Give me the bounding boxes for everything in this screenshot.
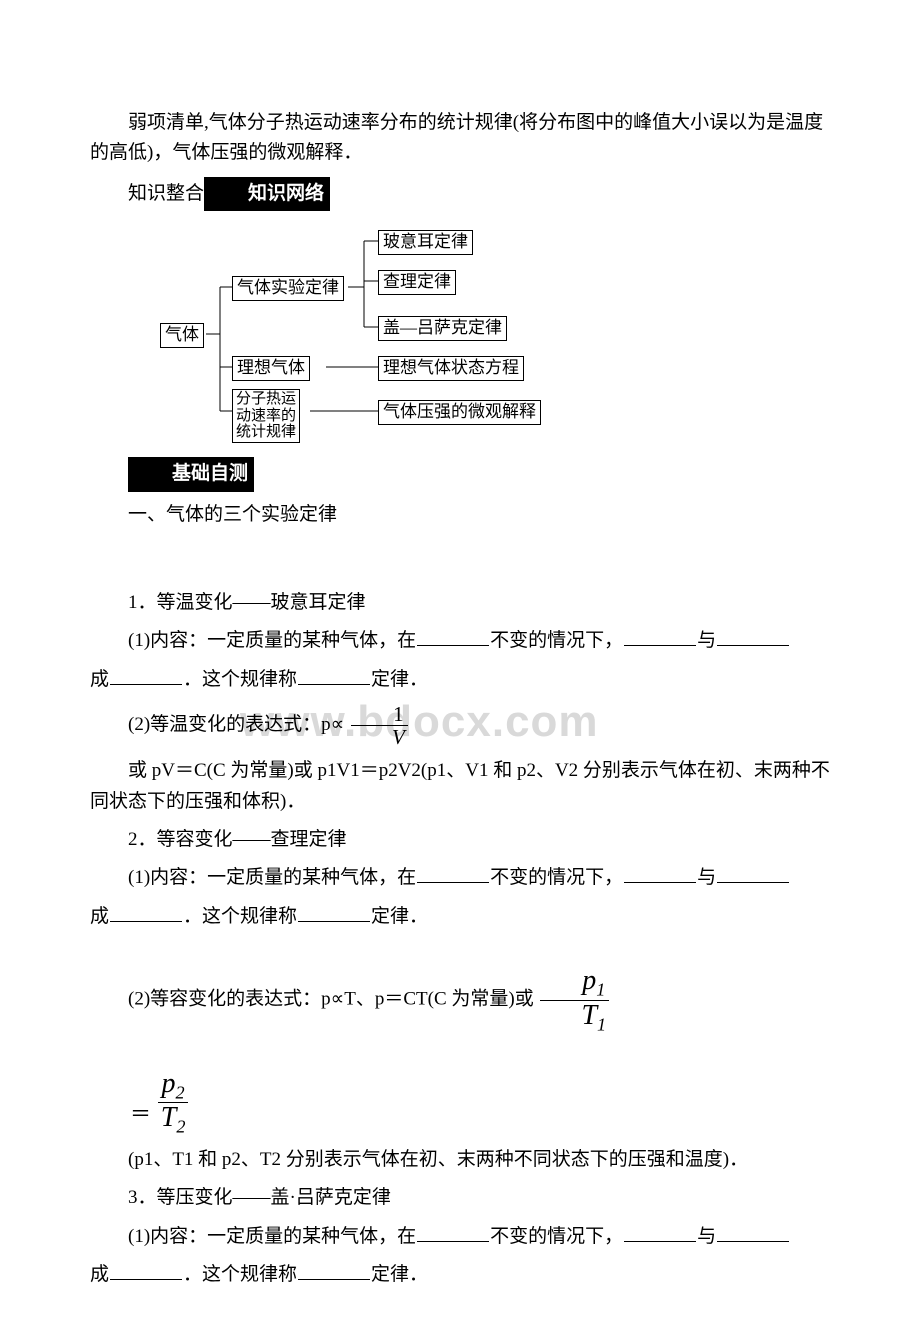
blank-field[interactable] bbox=[417, 863, 489, 883]
q3-line1: (1)内容：一定质量的某种气体，在不变的情况下，与 bbox=[90, 1222, 830, 1252]
blank-field[interactable] bbox=[110, 902, 182, 922]
q2-title: 2．等容变化——查理定律 bbox=[90, 825, 830, 855]
q3-title: 3．等压变化——盖·吕萨克定律 bbox=[90, 1183, 830, 1213]
blank-field[interactable] bbox=[717, 863, 789, 883]
knowledge-network-badge: 知识网络 bbox=[204, 177, 330, 211]
fraction-p2-over-T2: p2 T2 bbox=[158, 1069, 189, 1137]
intro-text: 弱项清单,气体分子热运动速率分布的统计规律(将分布图中的峰值大小误以为是温度的高… bbox=[90, 108, 830, 169]
q2-line2: 成．这个规律称定律． bbox=[90, 902, 830, 932]
basic-test-badge: 基础自测 bbox=[128, 457, 254, 491]
diagram-branch-laws: 气体实验定律 bbox=[232, 276, 344, 300]
q1-line2: 成．这个规律称定律． bbox=[90, 665, 830, 695]
blank-field[interactable] bbox=[298, 1260, 370, 1280]
blank-field[interactable] bbox=[624, 863, 696, 883]
diagram-leaf-gaylussac: 盖—吕萨克定律 bbox=[378, 316, 507, 340]
blank-field[interactable] bbox=[110, 665, 182, 685]
blank-field[interactable] bbox=[298, 902, 370, 922]
q1-title: 1．等温变化——玻意耳定律 bbox=[90, 588, 830, 618]
diagram-branch-stat: 分子热运 动速率的 统计规律 bbox=[232, 389, 300, 443]
basic-test-badge-row: 基础自测 bbox=[90, 457, 830, 491]
fraction-1-over-V: 1 V bbox=[351, 703, 408, 748]
diagram-leaf-idealeq: 理想气体状态方程 bbox=[378, 356, 524, 380]
diagram-branch-ideal: 理想气体 bbox=[232, 356, 310, 380]
fraction-p1-over-T1: p1 T1 bbox=[540, 966, 609, 1034]
q3-line2: 成．这个规律称定律． bbox=[90, 1260, 830, 1290]
diagram-root: 气体 bbox=[160, 323, 204, 347]
blank-field[interactable] bbox=[417, 626, 489, 646]
q1-line1: (1)内容：一定质量的某种气体，在不变的情况下，与 bbox=[90, 626, 830, 656]
section-a-heading: 一、气体的三个实验定律 bbox=[90, 500, 830, 530]
diagram-leaf-microp: 气体压强的微观解释 bbox=[378, 400, 541, 424]
knowledge-integrate-row: 知识整合知识网络 bbox=[90, 177, 830, 211]
blank-field[interactable] bbox=[717, 1222, 789, 1242]
q2-explain: (p1、T1 和 p2、T2 分别表示气体在初、末两种不同状态下的压强和温度)． bbox=[90, 1145, 830, 1175]
concept-diagram: 气体 气体实验定律 理想气体 分子热运 动速率的 统计规律 玻意耳定律 查理定律… bbox=[150, 219, 830, 449]
badge1-prefix: 知识整合 bbox=[128, 183, 204, 204]
blank-field[interactable] bbox=[298, 665, 370, 685]
blank-field[interactable] bbox=[624, 626, 696, 646]
q2-line1: (1)内容：一定质量的某种气体，在不变的情况下，与 bbox=[90, 863, 830, 893]
diagram-leaf-charles: 查理定律 bbox=[378, 270, 456, 294]
q1-explain: 或 pV＝C(C 为常量)或 p1V1＝p2V2(p1、V1 和 p2、V2 分… bbox=[90, 756, 830, 817]
diagram-leaf-boyle: 玻意耳定律 bbox=[378, 230, 473, 254]
q2-formula-line: (2)等容变化的表达式：p∝T、p＝CT(C 为常量)或 p1 T1 bbox=[90, 966, 830, 1034]
blank-field[interactable] bbox=[110, 1260, 182, 1280]
q1-formula-line: (2)等温变化的表达式：p∝ 1 V bbox=[90, 703, 830, 748]
q2-formula-line2: ＝ p2 T2 bbox=[130, 1069, 830, 1137]
blank-field[interactable] bbox=[717, 626, 789, 646]
blank-field[interactable] bbox=[624, 1222, 696, 1242]
blank-field[interactable] bbox=[417, 1222, 489, 1242]
